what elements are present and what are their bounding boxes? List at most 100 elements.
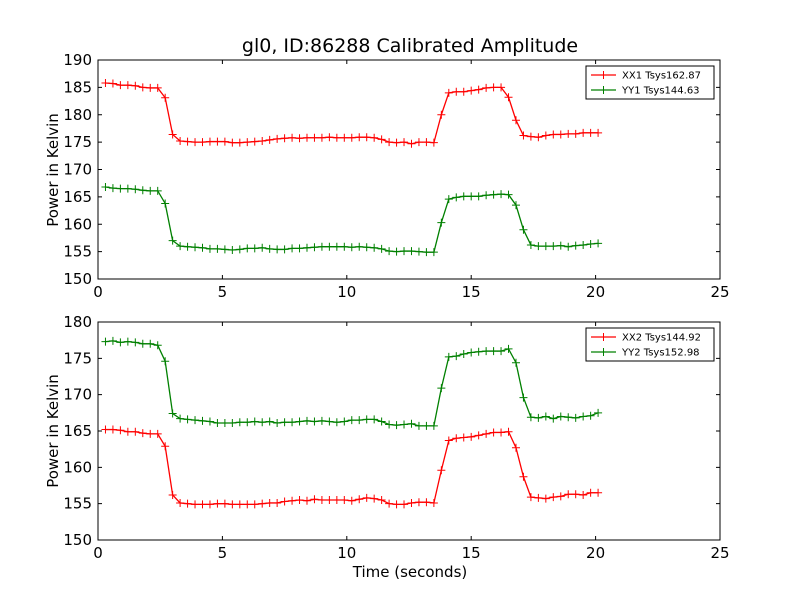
bottom-series-1-point — [332, 496, 341, 505]
top-series-1-point — [191, 138, 200, 147]
top-series-2-point — [579, 241, 588, 250]
bottom-series-2-point — [556, 412, 565, 421]
top-series-1-point — [220, 137, 229, 146]
top-x-tick-label: 5 — [218, 283, 228, 301]
bottom-y-tick-label: 170 — [63, 386, 92, 404]
top-series-1-point — [280, 134, 289, 143]
top-series-2-point — [452, 193, 461, 202]
top-series-2-point — [280, 245, 289, 254]
bottom-series-2-point — [564, 413, 573, 422]
top-series-2-point — [370, 243, 379, 252]
top-series-2-point — [362, 243, 371, 252]
bottom-series-2-point — [400, 420, 409, 429]
bottom-series-2-point — [280, 418, 289, 427]
top-y-tick-label: 190 — [63, 51, 92, 69]
bottom-series-2-point — [265, 417, 274, 426]
top-legend: XX1 Tsys162.87 YY1 Tsys144.63 — [585, 65, 715, 100]
top-y-tick-label: 185 — [63, 78, 92, 96]
bottom-series-2-point — [519, 393, 528, 402]
bottom-series-1-point — [482, 429, 491, 438]
bottom-series-1-point — [123, 427, 132, 436]
bottom-series-1-point — [355, 495, 364, 504]
bottom-series-2-point — [332, 418, 341, 427]
bottom-series-1-point — [168, 490, 177, 499]
top-series-1-point — [392, 138, 401, 147]
bottom-series-2-point — [429, 421, 438, 430]
top-series-1-point — [579, 128, 588, 137]
bottom-series-2-point — [355, 416, 364, 425]
top-series-2-point — [302, 243, 311, 252]
top-x-tick-label: 25 — [710, 283, 729, 301]
bottom-series-2-point — [325, 417, 334, 426]
top-series-1-point — [310, 133, 319, 142]
bottom-plot-area: 0 5 10 15 20 25 150 155 160 165 170 175 180 XX2 Tsys1… — [63, 313, 729, 562]
top-series-1-point — [183, 137, 192, 146]
top-series-1-point — [138, 83, 147, 92]
top-series-2-point — [437, 218, 446, 227]
bottom-x-tick-label: 5 — [218, 544, 228, 562]
top-series-2-point — [153, 186, 162, 195]
bottom-series-1-point — [422, 498, 431, 507]
bottom-series-2-point — [474, 347, 483, 356]
top-series-2-point — [489, 190, 498, 199]
top-series-1-point — [497, 83, 506, 92]
top-series-1-point — [325, 133, 334, 142]
top-series-1-point — [586, 128, 595, 137]
top-series-1-point — [317, 133, 326, 142]
bottom-series-2-point — [489, 347, 498, 356]
top-series-1-point — [295, 134, 304, 143]
bottom-series-2-point — [407, 419, 416, 428]
top-series-2-point — [556, 241, 565, 250]
bottom-series-2-point — [414, 421, 423, 430]
top-series-2-point — [131, 185, 140, 194]
bottom-series-1-point — [265, 498, 274, 507]
bottom-series-1-point — [385, 499, 394, 508]
top-series-1-point — [243, 138, 252, 147]
top-series-2-point — [429, 248, 438, 257]
bottom-y-tick-label: 160 — [63, 458, 92, 476]
top-series-1-point — [489, 83, 498, 92]
top-series-1-point — [101, 78, 110, 87]
top-series-1-point — [407, 139, 416, 148]
top-x-tick-label: 15 — [462, 283, 481, 301]
top-series-2-point — [414, 247, 423, 256]
top-series-1-point — [519, 131, 528, 140]
top-series-2-point — [168, 236, 177, 245]
top-series-1-point — [168, 130, 177, 139]
top-series-2-point — [198, 243, 207, 252]
top-series-2-point — [534, 242, 543, 251]
bottom-series-1-point — [317, 496, 326, 505]
top-series-2-point — [101, 183, 110, 192]
top-series-1-point — [213, 137, 222, 146]
top-series-1-point — [146, 83, 155, 92]
bottom-series-2-point — [444, 352, 453, 361]
bottom-series-1-point — [146, 429, 155, 438]
bottom-series-1-point — [534, 493, 543, 502]
bottom-series-1-point — [153, 429, 162, 438]
bottom-series-1-point — [108, 425, 117, 434]
top-series-2-point — [116, 184, 125, 193]
bottom-x-tick-label: 0 — [93, 544, 103, 562]
bottom-series-2-point — [310, 417, 319, 426]
top-series-2-point — [265, 244, 274, 253]
bottom-series-2-point — [347, 416, 356, 425]
top-series-1-point — [161, 93, 170, 102]
top-series-2-point — [146, 186, 155, 195]
top-legend-label-2: YY1 Tsys144.63 — [621, 86, 700, 97]
top-series-1-point — [541, 131, 550, 140]
top-series-2-point — [467, 192, 476, 201]
top-y-tick-label: 160 — [63, 215, 92, 233]
bottom-series-2-point — [138, 339, 147, 348]
top-series-2-point — [422, 248, 431, 257]
bottom-series-2-point — [183, 415, 192, 424]
bottom-x-tick-label: 15 — [462, 544, 481, 562]
top-series-2-point — [288, 244, 297, 253]
bottom-series-1-point — [101, 425, 110, 434]
top-series-2-point — [355, 242, 364, 251]
top-series-1-point — [250, 137, 259, 146]
bottom-series-1-point — [213, 499, 222, 508]
bottom-series-2-point — [370, 415, 379, 424]
bottom-legend: XX2 Tsys144.92 YY2 Tsys152.98 — [585, 327, 715, 362]
bottom-series-2-point — [482, 347, 491, 356]
bottom-series-1-point — [288, 496, 297, 505]
